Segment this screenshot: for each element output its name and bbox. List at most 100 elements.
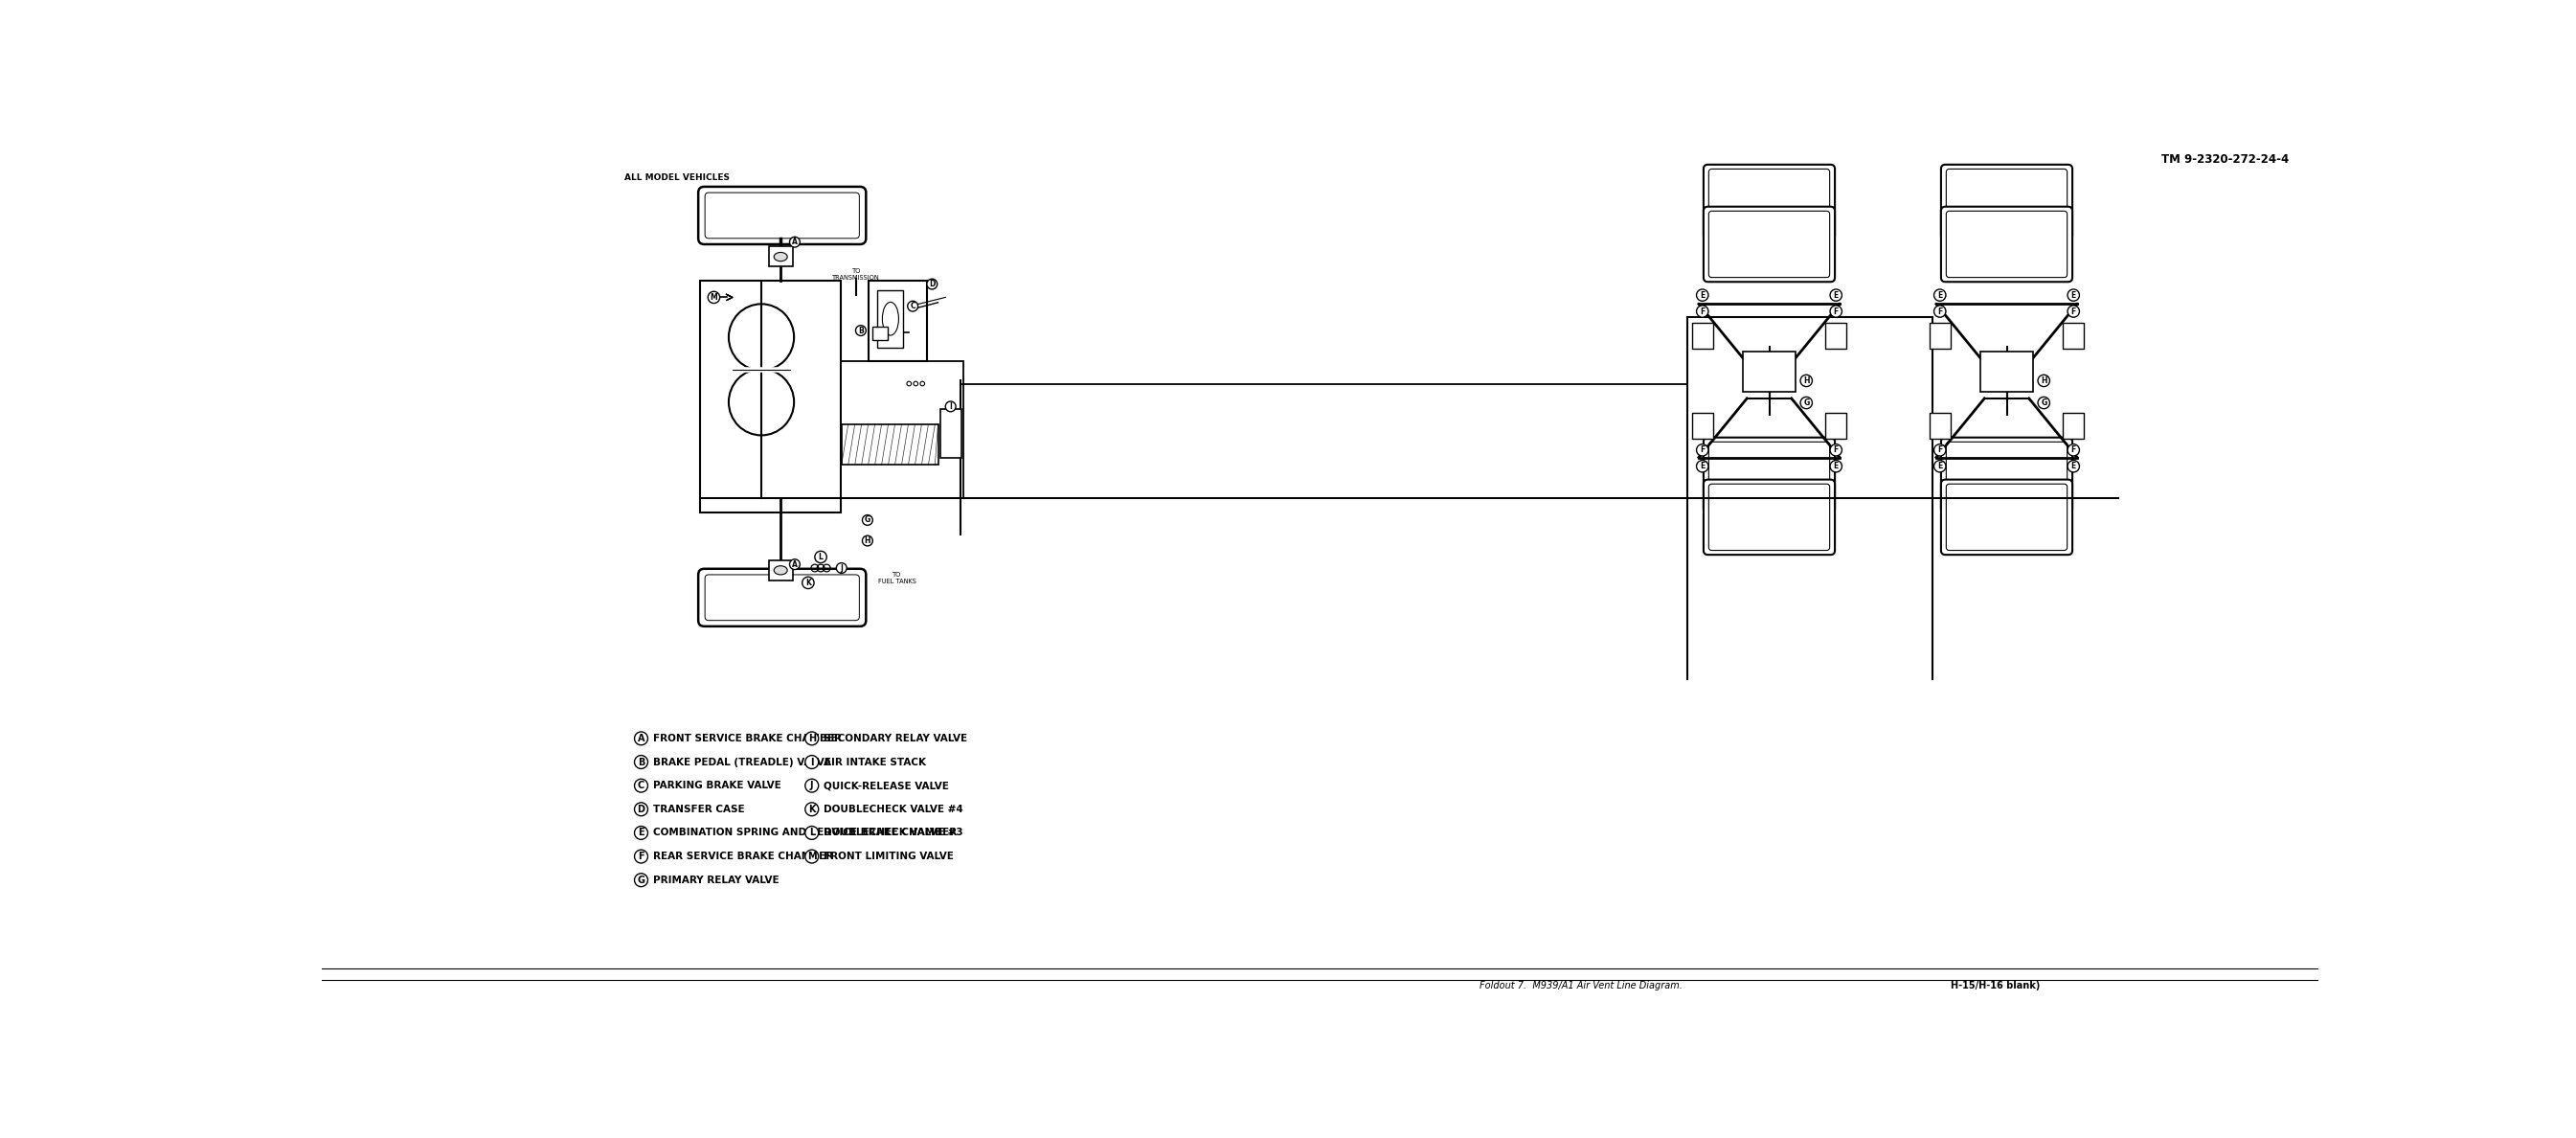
- Text: J: J: [840, 563, 842, 572]
- FancyBboxPatch shape: [1940, 479, 2071, 555]
- Circle shape: [1801, 397, 1814, 409]
- Circle shape: [2038, 374, 2050, 387]
- Circle shape: [1829, 444, 1842, 456]
- Text: DOUBLECHECK VALVE #4: DOUBLECHECK VALVE #4: [824, 805, 963, 814]
- Circle shape: [708, 291, 719, 303]
- Text: FRONT LIMITING VALVE: FRONT LIMITING VALVE: [824, 851, 953, 861]
- Circle shape: [634, 732, 647, 745]
- Text: F: F: [2071, 307, 2076, 315]
- Circle shape: [634, 874, 647, 887]
- Text: H-15/H-16 blank): H-15/H-16 blank): [1950, 981, 2040, 991]
- Bar: [2063, 413, 2084, 439]
- FancyBboxPatch shape: [1940, 165, 2071, 240]
- Text: TO
FUEL TANKS: TO FUEL TANKS: [878, 571, 917, 584]
- Circle shape: [837, 563, 848, 574]
- Bar: [868, 280, 927, 362]
- Circle shape: [855, 325, 866, 336]
- FancyBboxPatch shape: [1703, 437, 1834, 513]
- Text: A: A: [636, 734, 644, 743]
- Text: M: M: [711, 294, 719, 302]
- Text: G: G: [1803, 398, 1808, 407]
- Text: REAR SERVICE BRAKE CHAMBER: REAR SERVICE BRAKE CHAMBER: [652, 851, 832, 861]
- Circle shape: [814, 551, 827, 563]
- Text: G: G: [866, 516, 871, 525]
- Circle shape: [2069, 305, 2079, 318]
- Text: F: F: [1834, 307, 1839, 315]
- Circle shape: [791, 237, 801, 247]
- Text: A: A: [791, 560, 799, 569]
- Circle shape: [863, 536, 873, 546]
- Circle shape: [863, 514, 873, 526]
- Circle shape: [2069, 461, 2079, 472]
- Text: TRANSFER CASE: TRANSFER CASE: [652, 805, 744, 814]
- Text: L: L: [809, 828, 814, 838]
- Ellipse shape: [773, 566, 788, 575]
- Bar: [701, 280, 840, 513]
- Text: E: E: [639, 828, 644, 838]
- Text: F: F: [1700, 307, 1705, 315]
- Circle shape: [634, 850, 647, 863]
- Bar: [768, 560, 793, 580]
- Bar: [1826, 322, 1847, 348]
- Circle shape: [927, 279, 938, 289]
- Text: C: C: [639, 781, 644, 791]
- Circle shape: [1935, 444, 1945, 456]
- Circle shape: [1829, 305, 1842, 318]
- FancyBboxPatch shape: [1703, 479, 1834, 555]
- Circle shape: [1829, 461, 1842, 472]
- Text: J: J: [809, 781, 814, 791]
- Text: TO
TRANSMISSION: TO TRANSMISSION: [832, 267, 881, 280]
- Circle shape: [806, 850, 819, 863]
- Text: A: A: [791, 238, 799, 246]
- Text: E: E: [1937, 462, 1942, 471]
- Bar: [1929, 322, 1950, 348]
- Circle shape: [1829, 289, 1842, 302]
- Ellipse shape: [773, 253, 788, 262]
- FancyBboxPatch shape: [698, 569, 866, 626]
- Text: G: G: [2040, 398, 2048, 407]
- Text: E: E: [1700, 462, 1705, 471]
- Circle shape: [2038, 397, 2050, 409]
- Text: I: I: [809, 757, 814, 767]
- Text: C: C: [909, 302, 914, 311]
- Circle shape: [1801, 374, 1814, 387]
- Text: H: H: [809, 734, 817, 743]
- Bar: [1981, 352, 2032, 391]
- Circle shape: [1698, 461, 1708, 472]
- Bar: [2063, 322, 2084, 348]
- Circle shape: [1698, 444, 1708, 456]
- Text: F: F: [1937, 446, 1942, 454]
- Text: F: F: [1834, 446, 1839, 454]
- Text: AIR INTAKE STACK: AIR INTAKE STACK: [824, 757, 927, 767]
- Text: D: D: [930, 280, 935, 288]
- Text: COMBINATION SPRING AND SERVICE BRAKE CHAMBER: COMBINATION SPRING AND SERVICE BRAKE CHA…: [652, 828, 956, 838]
- Bar: [1744, 352, 1795, 391]
- Text: PARKING BRAKE VALVE: PARKING BRAKE VALVE: [652, 781, 781, 791]
- Text: H: H: [2040, 377, 2048, 385]
- Text: M: M: [806, 851, 817, 861]
- Circle shape: [1935, 289, 1945, 302]
- Text: Foldout 7.  M939/A1 Air Vent Line Diagram.: Foldout 7. M939/A1 Air Vent Line Diagram…: [1479, 981, 1682, 991]
- Text: E: E: [1937, 291, 1942, 299]
- Text: SECONDARY RELAY VALVE: SECONDARY RELAY VALVE: [824, 734, 969, 743]
- Text: D: D: [636, 805, 644, 814]
- Circle shape: [791, 559, 801, 569]
- Circle shape: [2069, 289, 2079, 302]
- Text: PRIMARY RELAY VALVE: PRIMARY RELAY VALVE: [652, 875, 778, 885]
- Text: B: B: [858, 327, 863, 335]
- FancyBboxPatch shape: [1940, 437, 2071, 513]
- Circle shape: [806, 802, 819, 816]
- Text: DOUBLECHECK VALVE #3: DOUBLECHECK VALVE #3: [824, 828, 963, 838]
- Circle shape: [1698, 289, 1708, 302]
- Text: H: H: [1803, 377, 1808, 385]
- Circle shape: [945, 402, 956, 412]
- Bar: [768, 246, 793, 266]
- Text: B: B: [639, 757, 644, 767]
- Circle shape: [1935, 305, 1945, 318]
- Ellipse shape: [729, 369, 793, 435]
- Text: E: E: [2071, 462, 2076, 471]
- Text: F: F: [639, 851, 644, 861]
- Bar: [1826, 413, 1847, 439]
- Circle shape: [1935, 461, 1945, 472]
- Ellipse shape: [729, 304, 793, 370]
